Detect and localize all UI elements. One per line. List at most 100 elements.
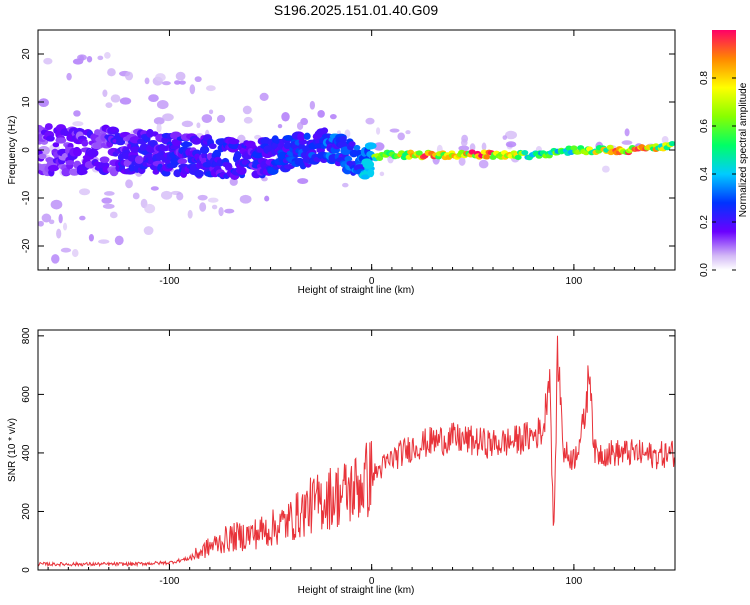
spectrogram-band-blob xyxy=(92,141,104,149)
spectrogram-noise-blob xyxy=(50,199,63,210)
spectrogram-y-tick-label: 20 xyxy=(21,48,32,60)
spectrogram-noise-blob xyxy=(281,111,290,122)
snr-y-tick-label: 400 xyxy=(21,444,32,461)
spectrogram-noise-blob xyxy=(239,194,252,204)
spectrogram-noise-blob xyxy=(86,55,93,63)
spectrogram-noise-blob xyxy=(505,130,518,140)
spectrogram-noise-blob xyxy=(144,203,156,214)
spectrogram-band-blob xyxy=(38,153,47,160)
spectrogram-band-blob xyxy=(128,164,136,172)
spectrogram-noise-blob xyxy=(144,77,150,85)
spectrogram-noise-blob xyxy=(155,73,166,82)
spectrogram-noise-blob xyxy=(41,213,52,223)
spectrogram-band-blob xyxy=(367,168,375,178)
spectrogram-noise-blob xyxy=(181,120,194,128)
spectrogram-band-blob xyxy=(208,143,217,150)
snr-y-label: SNR (10 * v/v) xyxy=(7,418,18,482)
spectrogram-noise-blob xyxy=(277,124,283,129)
spectrogram-noise-blob xyxy=(148,94,159,103)
spectrogram-band-blob xyxy=(668,140,675,147)
spectrogram-noise-blob xyxy=(132,192,140,200)
spectrogram-noise-blob xyxy=(88,233,94,242)
spectrogram-noise-blob xyxy=(207,197,219,203)
spectrogram-noise-blob xyxy=(160,190,173,200)
spectrogram-noise-blob xyxy=(38,98,50,107)
colorbar-gradient xyxy=(712,30,736,270)
spectrogram-noise-blob xyxy=(187,209,193,219)
spectrogram-noise-blob xyxy=(103,191,115,196)
snr-y-tick-label: 600 xyxy=(21,386,32,403)
spectrogram-band-blob xyxy=(521,149,529,156)
spectrogram-noise-blob xyxy=(58,213,63,224)
spectrogram-band-blob xyxy=(245,140,256,148)
spectrogram-noise-blob xyxy=(389,128,400,133)
spectrogram-noise-blob xyxy=(66,72,72,81)
spectrogram-band-blob xyxy=(199,145,210,154)
spectrogram-x-tick-label: 0 xyxy=(369,276,375,287)
spectrogram-noise-blob xyxy=(125,179,133,189)
spectrogram-band-blob xyxy=(87,148,99,158)
spectrogram-noise-blob xyxy=(77,54,87,61)
spectrogram-noise-blob xyxy=(179,80,186,85)
spectrogram-band-blob xyxy=(94,129,101,136)
spectrogram-band-blob xyxy=(65,160,75,166)
spectrogram-noise-blob xyxy=(624,128,630,137)
spectrogram-band-blob xyxy=(78,168,88,175)
spectrogram-noise-blob xyxy=(460,138,468,147)
spectrogram-noise-blob xyxy=(661,136,669,144)
spectrogram-band-blob xyxy=(321,127,329,134)
spectrogram-noise-blob xyxy=(376,127,381,135)
spectrogram-band-blob xyxy=(353,144,361,151)
spectrogram-noise-blob xyxy=(205,85,216,92)
snr-y-ticks: 0 200 400 600 800 xyxy=(21,327,675,573)
spectrogram-noise-blob xyxy=(97,55,104,61)
spectrogram-noise-blob xyxy=(43,57,53,65)
spectrogram-noise-blob xyxy=(56,228,62,239)
spectrogram-noise-blob xyxy=(156,100,169,110)
spectrogram-noise-blob xyxy=(297,178,309,184)
spectrogram-noise-blob xyxy=(79,215,86,221)
snr-x-tick-label: -100 xyxy=(159,576,179,587)
spectrogram-noise-blob xyxy=(458,145,470,152)
spectrogram-noise-blob xyxy=(317,109,325,118)
spectrogram-noise-blob xyxy=(175,71,186,81)
spectrogram-band-blob xyxy=(514,154,522,160)
spectrogram-noise-blob xyxy=(373,142,385,151)
spectrogram-noise-blob xyxy=(162,113,174,122)
colorbar-ticks: 0.0 0.2 0.4 0.6 0.8 xyxy=(699,71,736,277)
spectrogram-noise-blob xyxy=(259,92,269,101)
spectrogram-noise-blob xyxy=(505,141,517,148)
spectrogram-noise-blob xyxy=(481,142,487,151)
spectrogram-band-blob xyxy=(177,158,188,165)
snr-x-label: Height of straight line (km) xyxy=(298,585,415,596)
spectrogram-y-tick-label: -10 xyxy=(21,190,32,205)
spectrogram-noise-blob xyxy=(196,122,201,129)
spectrogram-noise-blob xyxy=(153,117,165,125)
spectrogram-noise-blob xyxy=(365,117,375,125)
spectrogram-band-blob xyxy=(483,154,491,160)
spectrogram-y-tick-label: -20 xyxy=(21,238,32,253)
spectrogram-noise-blob xyxy=(601,165,610,173)
spectrogram-noise-blob xyxy=(119,97,132,105)
spectrogram-band-blob xyxy=(468,149,476,155)
spectrogram-band-blob xyxy=(134,155,144,165)
spectrogram-noise-blob xyxy=(150,186,159,191)
spectrogram-noise-blob xyxy=(309,100,316,110)
spectrogram-band-blob xyxy=(146,128,154,138)
spectrogram-noise-blob xyxy=(211,204,218,210)
snr-background xyxy=(38,330,675,570)
spectrogram-y-tick-label: 0 xyxy=(21,147,32,153)
spectrogram-noise-blob xyxy=(104,51,111,59)
spectrogram-noise-blob xyxy=(71,249,79,258)
colorbar-tick-label: 0.2 xyxy=(699,215,710,229)
spectrogram-band-blob xyxy=(212,149,222,159)
spectrogram-marks xyxy=(38,51,675,264)
spectrogram-noise-blob xyxy=(143,226,154,236)
spectrogram-noise-blob xyxy=(502,135,508,140)
spectrogram-noise-blob xyxy=(176,192,184,201)
spectrogram-noise-blob xyxy=(379,171,385,177)
spectrogram-band-blob xyxy=(161,170,171,177)
spectrogram-band-blob xyxy=(99,156,110,163)
